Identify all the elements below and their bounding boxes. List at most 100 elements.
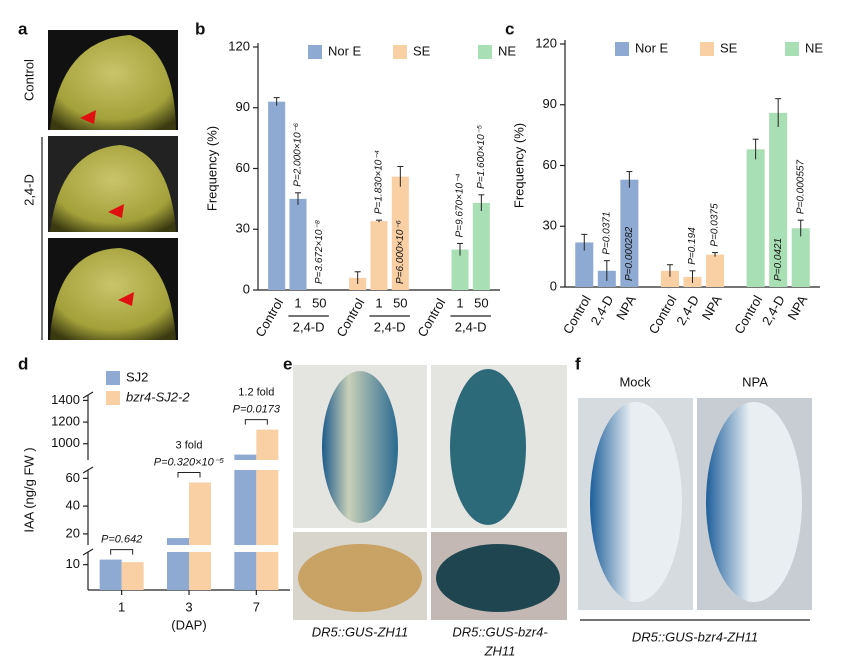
legend-swatch — [785, 42, 799, 56]
bar — [268, 101, 286, 290]
legend-label: SE — [413, 43, 431, 58]
x-tick-label: NPA — [613, 292, 639, 322]
x-tick-label: 2,4-D — [673, 293, 702, 328]
bar — [472, 202, 490, 290]
x-axis-label: (DAP) — [171, 617, 206, 632]
bar — [746, 149, 765, 287]
x-tick-label: NPA — [699, 292, 725, 322]
photo-panel-f — [578, 398, 812, 621]
x-tick-label: Control — [646, 293, 680, 337]
y-tick-label: 90 — [236, 99, 250, 114]
p-value: P=6.000×10⁻⁶ — [395, 220, 406, 284]
y-tick-label: 0 — [243, 281, 250, 296]
bar — [620, 179, 639, 287]
caption: DR5::GUS-ZH11 — [312, 624, 409, 639]
photo-panel-e — [293, 365, 567, 620]
x-tick-label: 7 — [253, 599, 260, 614]
annotation: 1.2 fold — [238, 387, 274, 399]
bracket — [244, 419, 268, 425]
y-axis-label: Frequency (%) — [204, 126, 219, 211]
p-value: P=1.600×10⁻⁵ — [476, 125, 487, 189]
bar — [234, 454, 257, 460]
legend-swatch — [393, 45, 407, 59]
bar — [121, 562, 144, 590]
legend-swatch — [478, 45, 492, 59]
legend-swatch — [106, 371, 120, 385]
photo-panel-a — [41, 30, 178, 340]
y-tick-label: 1000 — [51, 435, 80, 450]
y-tick-label: 40 — [66, 498, 80, 513]
group-label: 2,4-D — [293, 319, 325, 334]
bar — [189, 552, 211, 590]
x-tick-label: 50 — [474, 295, 488, 310]
axis-break — [82, 466, 94, 474]
panel-label: b — [195, 19, 205, 38]
y-tick-label: 60 — [66, 470, 80, 485]
p-value: P=2.000×10⁻⁶ — [293, 123, 304, 187]
p-value: P=3.672×10⁻⁸ — [314, 220, 325, 284]
legend-swatch — [106, 391, 120, 405]
p-value: P=9.670×10⁻⁴ — [455, 173, 466, 237]
caption: DR5::GUS-bzr4- — [452, 624, 548, 639]
bar — [234, 470, 257, 545]
legend-label: NE — [498, 43, 516, 58]
y-tick-label: 30 — [543, 218, 557, 233]
x-tick-label: 1 — [456, 295, 463, 310]
caption: ZH11 — [484, 643, 516, 658]
bar — [706, 254, 725, 287]
y-axis-label: IAA (ng/g FW ) — [21, 447, 36, 532]
y-tick-label: 1200 — [51, 414, 80, 429]
legend-label: bzr4-SJ2-2 — [126, 389, 190, 404]
annotation: P=0.320×10⁻⁵ — [154, 456, 225, 468]
x-tick-label: 1 — [118, 599, 125, 614]
legend-label: SE — [720, 40, 738, 55]
p-value: P=0.0375 — [710, 203, 721, 247]
x-tick-label: 2,4-D — [588, 293, 617, 328]
p-value: P=0.000557 — [795, 160, 806, 215]
legend-swatch — [615, 42, 629, 56]
bar — [189, 482, 211, 545]
legend-swatch — [308, 45, 322, 59]
axis-break — [82, 391, 94, 399]
panel-label: e — [283, 354, 292, 373]
bracket — [110, 549, 134, 555]
x-tick-label: 2,4-D — [759, 293, 788, 328]
bar — [391, 176, 409, 290]
photo-label: Mock — [619, 374, 651, 389]
group-label: 2,4-D — [374, 319, 406, 334]
x-tick-label: 50 — [393, 295, 407, 310]
bar — [769, 112, 788, 287]
legend-label: Nor E — [635, 40, 669, 55]
x-tick-label: Control — [560, 293, 594, 337]
y-tick-label: 60 — [236, 160, 250, 175]
panel-label: c — [505, 19, 514, 38]
panel-label: f — [575, 354, 581, 373]
legend-label: Nor E — [328, 43, 362, 58]
bar — [167, 552, 189, 590]
x-tick-label: Control — [333, 296, 367, 340]
y-tick-label: 60 — [543, 157, 557, 172]
p-value: P=1.830×10⁻⁴ — [374, 150, 385, 214]
p-value: P=0.000282 — [624, 226, 635, 281]
y-axis-label: Frequency (%) — [511, 123, 526, 208]
annotation: 3 fold — [176, 439, 203, 451]
panel-label: a — [18, 19, 28, 38]
bar — [289, 198, 307, 290]
x-tick-label: NPA — [784, 292, 810, 322]
x-tick-label: 1 — [375, 295, 382, 310]
bar — [451, 249, 469, 290]
x-tick-label: 3 — [185, 599, 192, 614]
legend-label: SJ2 — [126, 369, 148, 384]
y-tick-label: 1400 — [51, 392, 80, 407]
y-tick-label: 120 — [228, 38, 250, 53]
photo-label: 2,4-D — [21, 174, 36, 206]
annotation: P=0.0173 — [233, 404, 281, 416]
x-tick-label: Control — [731, 293, 765, 337]
p-value: P=0.0371 — [601, 212, 612, 255]
bar — [234, 552, 257, 590]
x-tick-label: 1 — [294, 295, 301, 310]
annotation: P=0.642 — [101, 534, 142, 546]
y-tick-label: 0 — [550, 278, 557, 293]
bar — [99, 559, 122, 590]
